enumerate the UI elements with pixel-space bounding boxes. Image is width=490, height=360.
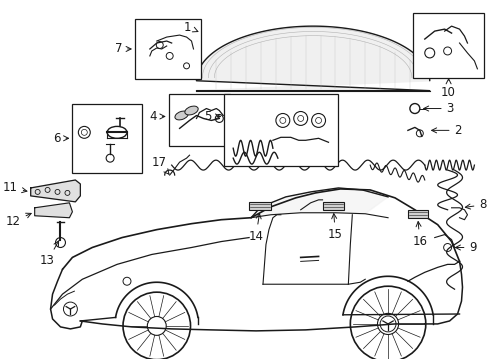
Bar [73,104,142,173]
Polygon shape [31,180,80,202]
Text: 2: 2 [432,124,462,137]
Text: 15: 15 [328,213,343,240]
Bar [249,202,271,210]
Polygon shape [35,203,73,218]
Bar [408,210,428,218]
Text: 5: 5 [204,110,221,123]
Bar [224,94,339,166]
Ellipse shape [185,106,198,115]
Text: 12: 12 [6,213,31,228]
Text: 8: 8 [466,198,487,211]
Bar [413,13,484,78]
Text: 6: 6 [53,132,69,145]
Text: 4: 4 [149,110,165,123]
Text: 13: 13 [40,241,59,267]
Text: 3: 3 [424,102,454,115]
Polygon shape [251,188,388,218]
Polygon shape [196,26,430,91]
Text: 9: 9 [455,241,477,254]
Text: 7: 7 [115,42,131,55]
Text: 10: 10 [441,79,456,99]
Text: 11: 11 [3,181,27,194]
Text: 17: 17 [152,156,169,174]
Ellipse shape [175,111,188,120]
Text: 14: 14 [248,213,264,243]
Bar [322,202,344,210]
Text: 1: 1 [184,21,198,33]
Bar [169,94,230,146]
Text: 16: 16 [412,221,427,248]
Bar [135,19,201,79]
